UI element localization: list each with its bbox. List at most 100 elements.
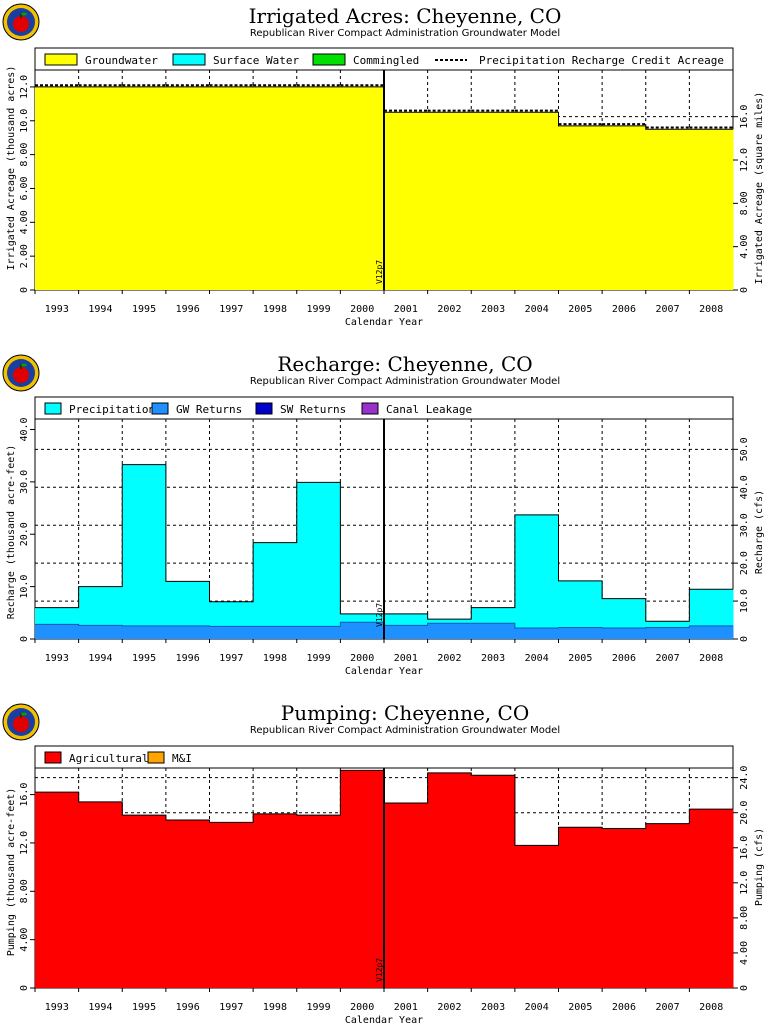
y2-tick-label: 8.00 xyxy=(739,906,750,930)
y-tick-label: 12.0 xyxy=(19,831,30,855)
bar-precipitation-1993 xyxy=(35,607,80,625)
legend-swatch-canal-leakage xyxy=(361,402,379,415)
chart-title: Pumping: Cheyenne, CO xyxy=(281,701,529,725)
bar-agricultural-2000 xyxy=(340,770,385,988)
x-tick-label-2003: 2003 xyxy=(481,1002,505,1013)
chart-title: Recharge: Cheyenne, CO xyxy=(277,352,532,376)
y2-tick-label: 12.0 xyxy=(739,148,750,172)
x-tick-label-1993: 1993 xyxy=(45,304,69,315)
recharge-chart: Recharge: Cheyenne, CO Republican River … xyxy=(2,352,765,677)
y2-tick-labels: 0 4.00 8.00 12.0 16.0 20.0 24.0 xyxy=(739,766,750,991)
bar-groundwater-2005 xyxy=(558,125,603,290)
bar-gw-returns-2004 xyxy=(514,628,559,639)
seal-logo xyxy=(2,354,40,392)
y-tick-labels: 0 10.0 20.0 30.0 40.0 xyxy=(19,417,30,642)
y-tick-label: 4.00 xyxy=(19,210,30,234)
bar-agricultural-1997 xyxy=(209,822,254,988)
legend-swatch-precipitation xyxy=(44,402,62,415)
bar-agricultural-1994 xyxy=(78,801,123,988)
y-tick-labels: 0 4.00 8.00 12.0 16.0 xyxy=(19,783,30,991)
x-tick-label-1995: 1995 xyxy=(132,304,156,315)
y2-tick-label: 10.0 xyxy=(739,589,750,613)
x-tick-label-2004: 2004 xyxy=(525,304,549,315)
bar-groundwater-2007 xyxy=(645,129,690,290)
version-label: V12p7 xyxy=(375,603,384,627)
x-tick-label-1994: 1994 xyxy=(88,304,112,315)
chart-subtitle: Republican River Compact Administration … xyxy=(250,376,560,387)
x-tick-label-1997: 1997 xyxy=(219,304,243,315)
bar-agricultural-2002 xyxy=(427,772,472,988)
bar-agricultural-1993 xyxy=(35,792,80,988)
x-tick-label-2003: 2003 xyxy=(481,304,505,315)
x-tick-label-2005: 2005 xyxy=(568,1002,592,1013)
x-tick-label-2004: 2004 xyxy=(525,653,549,664)
y2-tick-label: 16.0 xyxy=(739,836,750,860)
y2-tick-label: 30.0 xyxy=(739,513,750,537)
y2-tick-labels: 0 10.0 20.0 30.0 40.0 50.0 xyxy=(739,437,750,642)
bars-groundwater xyxy=(35,86,734,290)
bar-groundwater-1996 xyxy=(165,86,210,290)
x-tick-label-2001: 2001 xyxy=(394,304,418,315)
irrigated-acres-chart: Irrigated Acres: Cheyenne, CO Republican… xyxy=(2,3,765,328)
bar-agricultural-2001 xyxy=(384,803,429,988)
bar-gw-returns-1995 xyxy=(122,625,167,639)
x-tick-label-1995: 1995 xyxy=(132,653,156,664)
step-outline-groundwater xyxy=(35,86,733,130)
y2-tick-label: 40.0 xyxy=(739,475,750,499)
x-tick-label-1996: 1996 xyxy=(176,653,200,664)
bars-agricultural xyxy=(35,769,734,988)
x-axis-label: Calendar Year xyxy=(345,1015,423,1024)
axis-ticks xyxy=(30,428,738,643)
y-tick-label: 8.00 xyxy=(19,143,30,167)
bar-groundwater-2006 xyxy=(602,125,647,290)
version-marker: V12p7 xyxy=(375,419,385,639)
legend-swatch-agricultural xyxy=(44,751,62,764)
x-axis-label: Calendar Year xyxy=(345,666,423,677)
x-tick-label-1999: 1999 xyxy=(307,653,331,664)
y-tick-label: 20.0 xyxy=(19,522,30,546)
legend-swatch-gw-returns xyxy=(151,402,169,415)
x-tick-label-1998: 1998 xyxy=(263,653,287,664)
x-tick-label-1997: 1997 xyxy=(219,653,243,664)
legend-swatch-groundwater xyxy=(44,53,78,66)
legend-label-sw-returns: SW Returns xyxy=(280,403,346,416)
x-tick-labels: 1993 1994 1995 1996 1997 1998 1999 2000 2001 2002… xyxy=(45,1002,723,1013)
bar-gw-returns-1996 xyxy=(165,625,210,639)
legend: Agricultural M&I xyxy=(44,751,192,765)
bar-precipitation-1994 xyxy=(78,586,123,626)
x-tick-label-2005: 2005 xyxy=(568,304,592,315)
legend-label-canal-leakage: Canal Leakage xyxy=(386,403,472,416)
legend-label-precip-credit: Precipitation Recharge Credit Acreage xyxy=(479,54,724,67)
y2-tick-label: 0 xyxy=(739,985,750,991)
bar-precipitation-2003 xyxy=(471,607,516,624)
y-axis-label: Recharge (thousand acre-feet) xyxy=(6,445,17,620)
version-label: V12p7 xyxy=(375,260,384,284)
x-tick-label-1996: 1996 xyxy=(176,304,200,315)
bar-precipitation-2006 xyxy=(602,598,647,628)
y2-tick-label: 0 xyxy=(739,636,750,642)
y-tick-label: 2.00 xyxy=(19,244,30,268)
bar-agricultural-2004 xyxy=(514,845,559,988)
x-tick-label-2000: 2000 xyxy=(350,1002,374,1013)
legend-label-agricultural: Agricultural xyxy=(69,752,148,765)
x-tick-label-2002: 2002 xyxy=(437,1002,461,1013)
bar-gw-returns-2003 xyxy=(471,623,516,639)
bar-groundwater-1998 xyxy=(253,86,298,290)
bar-agricultural-1999 xyxy=(296,815,341,988)
x-tick-label-2005: 2005 xyxy=(568,653,592,664)
bar-precipitation-1999 xyxy=(296,482,341,627)
x-tick-label-1999: 1999 xyxy=(307,304,331,315)
bar-precipitation-1996 xyxy=(165,581,210,626)
seal-logo xyxy=(2,3,40,41)
y-tick-label: 4.00 xyxy=(19,928,30,952)
x-tick-label-2000: 2000 xyxy=(350,304,374,315)
bar-gw-returns-1998 xyxy=(253,626,298,639)
x-tick-label-1996: 1996 xyxy=(176,1002,200,1013)
bar-groundwater-2003 xyxy=(471,112,516,290)
x-tick-label-2001: 2001 xyxy=(394,653,418,664)
version-marker: V12p7 xyxy=(375,768,385,988)
legend-label-commingled: Commingled xyxy=(353,54,419,67)
x-tick-label-1993: 1993 xyxy=(45,653,69,664)
chart-subtitle: Republican River Compact Administration … xyxy=(250,725,560,736)
x-tick-label-2006: 2006 xyxy=(612,653,636,664)
